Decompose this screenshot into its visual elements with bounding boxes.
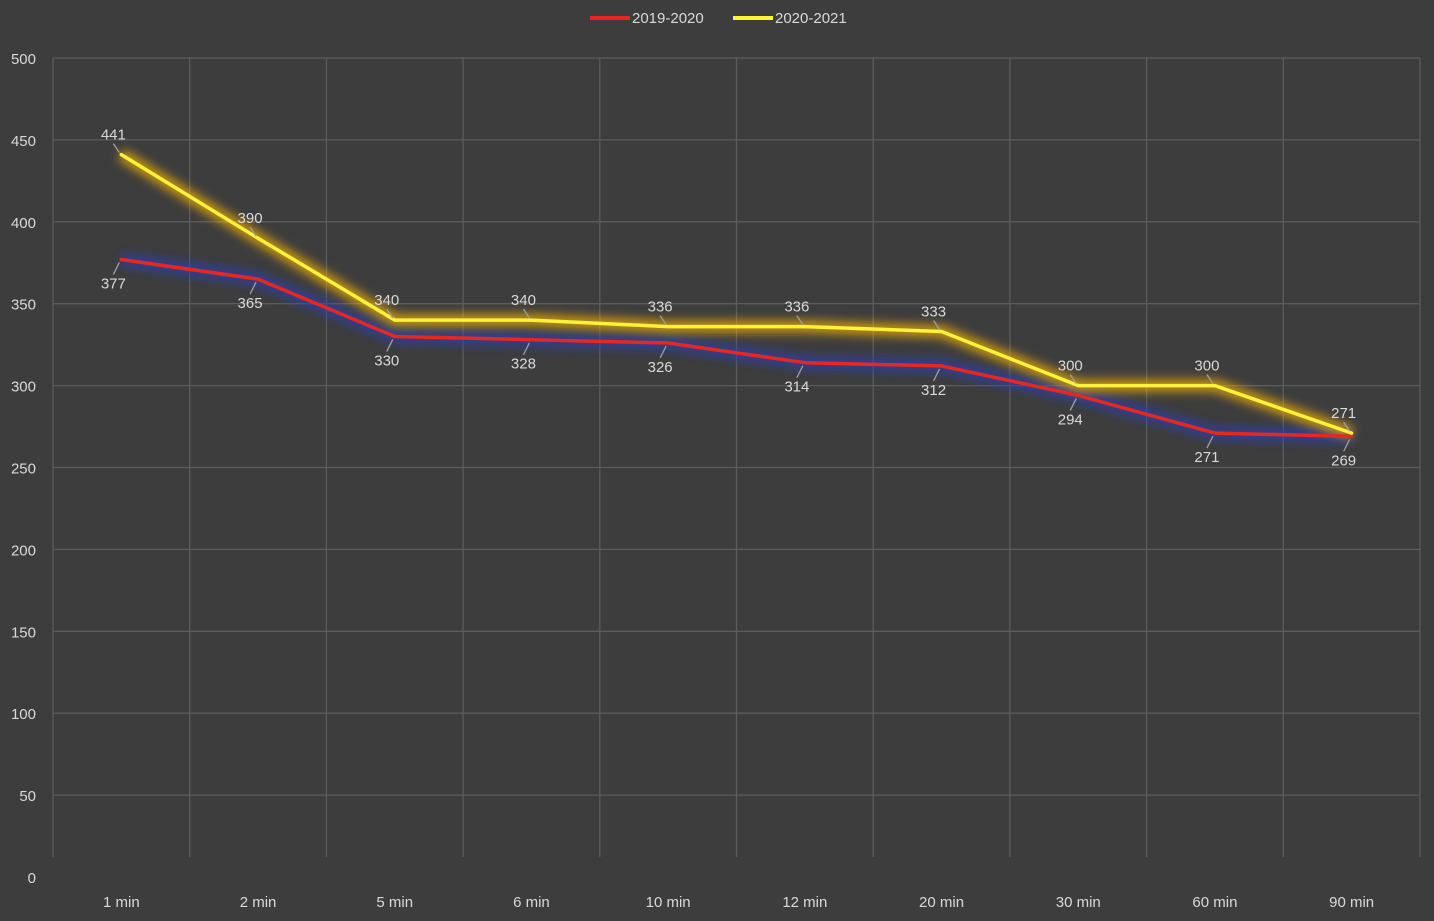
y-tick-label: 250 (11, 461, 36, 478)
data-label: 294 (1058, 411, 1083, 428)
y-tick-label: 350 (11, 297, 36, 314)
leader-line (1206, 435, 1214, 449)
data-label: 271 (1194, 449, 1219, 466)
grid (52, 57, 1421, 857)
x-tick-label: 1 min (103, 894, 140, 911)
leader-line (659, 345, 667, 359)
leader-line (112, 143, 120, 154)
leader-line (522, 342, 531, 356)
y-tick-label: 150 (11, 624, 36, 641)
leader-line (1069, 398, 1077, 411)
leader-line (1343, 421, 1351, 432)
y-axis: 0 50 100 150 200 250 300 350 400 450 500 (11, 51, 36, 887)
leader-line (796, 365, 804, 378)
leader-line (796, 315, 804, 325)
data-label: 330 (374, 352, 399, 369)
legend-item: 2019-2020 (590, 10, 704, 27)
data-label: 365 (238, 295, 263, 312)
y-tick-label: 300 (11, 379, 36, 396)
x-tick-label: 6 min (513, 894, 550, 911)
data-label: 300 (1058, 358, 1083, 375)
leader-line (932, 368, 941, 382)
data-label: 271 (1331, 405, 1356, 422)
leader-line (249, 226, 257, 237)
leader-line (249, 281, 257, 295)
data-label: 269 (1331, 452, 1356, 469)
leader-line (1343, 439, 1351, 452)
x-tick-label: 2 min (240, 894, 277, 911)
leader-line (1206, 374, 1214, 384)
y-tick-label: 500 (11, 51, 36, 68)
y-tick-label: 450 (11, 133, 36, 150)
data-label: 312 (921, 382, 946, 399)
series-line (119, 152, 1354, 435)
data-label: 336 (784, 299, 809, 316)
x-tick-label: 30 min (1056, 894, 1101, 911)
series-line (119, 257, 1354, 439)
data-label: 328 (511, 356, 536, 373)
y-tick-label: 400 (11, 215, 36, 232)
data-label: 314 (784, 379, 809, 396)
y-tick-label: 100 (11, 706, 36, 723)
x-tick-label: 20 min (919, 894, 964, 911)
data-label: 336 (648, 299, 673, 316)
data-labels: 377 365 330 328 326 314 312 294 271 269 441 390 340 3… (101, 127, 1356, 470)
legend-label: 2019-2020 (632, 10, 704, 27)
leader-line (522, 308, 530, 319)
legend: 2019-2020 2020-2021 (590, 10, 847, 27)
series-layer (118, 149, 1354, 443)
data-label: 441 (101, 127, 126, 144)
legend-label: 2020-2021 (775, 10, 847, 27)
data-label: 326 (648, 359, 673, 376)
leader-line (659, 315, 667, 325)
x-axis: 1 min 2 min 5 min 6 min 10 min 12 min 20 min 30… (103, 894, 1374, 911)
x-tick-label: 5 min (376, 894, 413, 911)
x-tick-label: 10 min (646, 894, 691, 911)
x-tick-label: 60 min (1192, 894, 1237, 911)
data-label: 300 (1194, 358, 1219, 375)
legend-item: 2020-2021 (733, 10, 847, 27)
leader-line (933, 320, 941, 330)
x-tick-label: 90 min (1329, 894, 1374, 911)
leader-line (1069, 374, 1077, 384)
leader-line (386, 308, 394, 319)
y-tick-label: 200 (11, 542, 36, 559)
leader-line (386, 339, 394, 352)
data-label: 333 (921, 304, 946, 321)
y-tick-label: 0 (28, 870, 36, 887)
x-tick-label: 12 min (782, 894, 827, 911)
y-tick-label: 50 (19, 788, 36, 805)
data-label: 390 (238, 210, 263, 227)
data-label: 377 (101, 275, 126, 292)
leader-line (112, 262, 120, 275)
data-label: 340 (511, 292, 536, 309)
data-label: 340 (374, 292, 399, 309)
